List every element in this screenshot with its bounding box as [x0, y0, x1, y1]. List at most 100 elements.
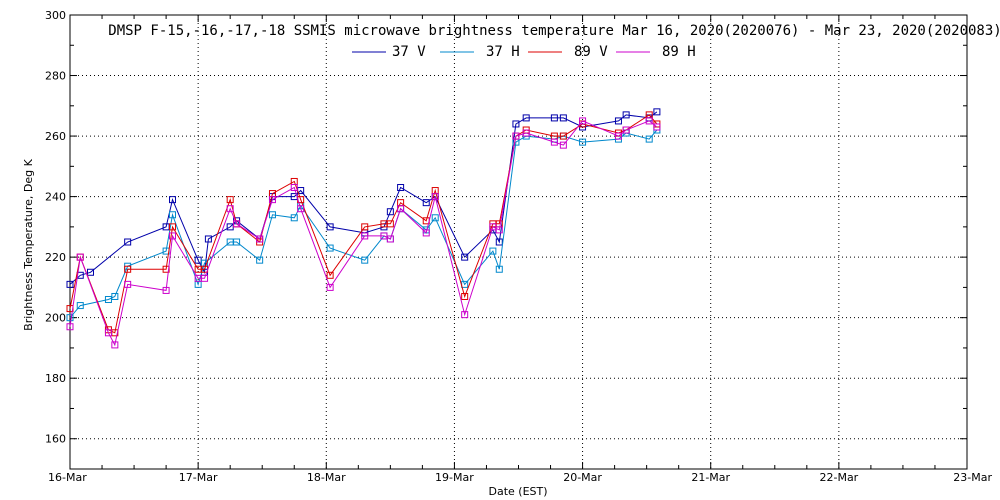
data-point-89-h — [579, 117, 587, 125]
x-tick-label: 16-Mar — [48, 471, 87, 484]
data-point-89-v — [326, 271, 334, 279]
x-tick-label: 20-Mar — [563, 471, 602, 484]
y-tick-label: 180 — [45, 372, 66, 385]
series-group — [66, 108, 661, 349]
data-point-89-h — [226, 205, 234, 213]
y-tick-label: 200 — [45, 312, 66, 325]
data-point-37-v — [66, 280, 74, 288]
series-line-89-v — [69, 114, 658, 334]
data-point-89-h — [550, 138, 558, 146]
y-tick-label: 260 — [45, 130, 66, 143]
data-point-37-h — [268, 211, 276, 219]
y-tick-label: 220 — [45, 251, 66, 264]
data-point-37-h — [326, 244, 334, 252]
data-point-37-h — [233, 238, 241, 246]
legend-label: 89 V — [574, 44, 608, 60]
x-tick-label: 18-Mar — [307, 471, 346, 484]
data-point-89-v — [162, 265, 170, 273]
data-point-37-h — [361, 256, 369, 264]
data-point-37-v — [559, 114, 567, 122]
data-point-37-v — [422, 199, 430, 207]
data-point-37-v — [495, 238, 503, 246]
data-point-37-h — [169, 211, 177, 219]
data-point-37-v — [124, 238, 132, 246]
data-point-89-h — [622, 126, 630, 134]
data-point-89-v — [226, 196, 234, 204]
data-point-89-h — [559, 141, 567, 149]
legend-label: 89 H — [662, 44, 696, 60]
data-point-89-h — [422, 229, 430, 237]
legend: 37 V 37 H 89 V 89 H — [352, 44, 696, 60]
data-point-37-h — [431, 214, 439, 222]
data-point-37-h — [579, 138, 587, 146]
series-89-h — [66, 117, 661, 349]
y-tick-label: 240 — [45, 191, 66, 204]
data-point-89-h — [162, 286, 170, 294]
x-axis-label: Date (EST) — [488, 485, 547, 498]
data-point-89-v — [169, 223, 177, 231]
y-tick-label: 300 — [45, 9, 66, 22]
legend-label: 37 V — [392, 44, 426, 60]
data-point-37-h — [76, 302, 84, 310]
data-point-89-h — [522, 129, 530, 137]
data-point-89-h — [645, 117, 653, 125]
data-point-37-v — [397, 184, 405, 192]
data-point-89-h — [290, 184, 298, 192]
data-point-89-v — [361, 223, 369, 231]
data-point-37-h — [290, 214, 298, 222]
data-point-37-h — [66, 314, 74, 322]
legend-item-37-h: 37 H — [440, 44, 520, 60]
chart-title: DMSP F-15,-16,-17,-18 SSMIS microwave br… — [108, 23, 1000, 39]
data-point-37-h — [645, 135, 653, 143]
data-point-37-v — [622, 111, 630, 119]
x-tick-label: 22-Mar — [819, 471, 858, 484]
x-tick-label: 21-Mar — [691, 471, 730, 484]
data-point-37-h — [495, 265, 503, 273]
legend-item-89-v: 89 V — [528, 44, 608, 60]
y-tick-label: 160 — [45, 433, 66, 446]
data-point-89-h — [614, 132, 622, 140]
series-line-89-h — [69, 120, 658, 347]
data-point-37-v — [386, 208, 394, 216]
data-point-89-h — [495, 226, 503, 234]
data-point-89-h — [268, 196, 276, 204]
data-point-37-v — [461, 253, 469, 261]
data-point-89-v — [386, 220, 394, 228]
data-point-89-h — [326, 283, 334, 291]
data-point-37-v — [614, 117, 622, 125]
x-tick-label: 19-Mar — [435, 471, 474, 484]
data-point-37-v — [326, 223, 334, 231]
axis-ticks: 160 180 200 220 240 260 280 300 16-Mar 17-Mar 18-M… — [45, 9, 992, 484]
data-point-89-h — [201, 274, 209, 282]
data-point-89-h — [111, 341, 119, 349]
legend-label: 37 H — [486, 44, 520, 60]
data-point-89-h — [653, 123, 661, 131]
data-point-89-v — [124, 265, 132, 273]
data-point-89-v — [461, 292, 469, 300]
data-point-89-h — [256, 235, 264, 243]
data-point-37-v — [522, 114, 530, 122]
data-point-89-h — [169, 232, 177, 240]
legend-item-89-h: 89 H — [616, 44, 696, 60]
data-point-37-h — [256, 256, 264, 264]
data-point-37-v — [87, 268, 95, 276]
data-point-37-v — [512, 120, 520, 128]
x-tick-label: 17-Mar — [179, 471, 218, 484]
data-point-89-h — [512, 132, 520, 140]
data-point-37-v — [169, 196, 177, 204]
data-point-89-h — [104, 329, 112, 337]
data-point-37-v — [550, 114, 558, 122]
data-point-89-h — [297, 205, 305, 213]
data-point-89-h — [233, 220, 241, 228]
data-point-37-v — [653, 108, 661, 116]
x-tick-label: 23-Mar — [953, 471, 992, 484]
data-point-37-h — [489, 247, 497, 255]
data-point-89-h — [397, 205, 405, 213]
y-tick-label: 280 — [45, 70, 66, 83]
data-point-89-h — [386, 235, 394, 243]
y-axis-label: Brightness Temperature, Deg K — [22, 158, 35, 330]
series-line-37-v — [69, 111, 658, 285]
data-point-89-h — [361, 232, 369, 240]
